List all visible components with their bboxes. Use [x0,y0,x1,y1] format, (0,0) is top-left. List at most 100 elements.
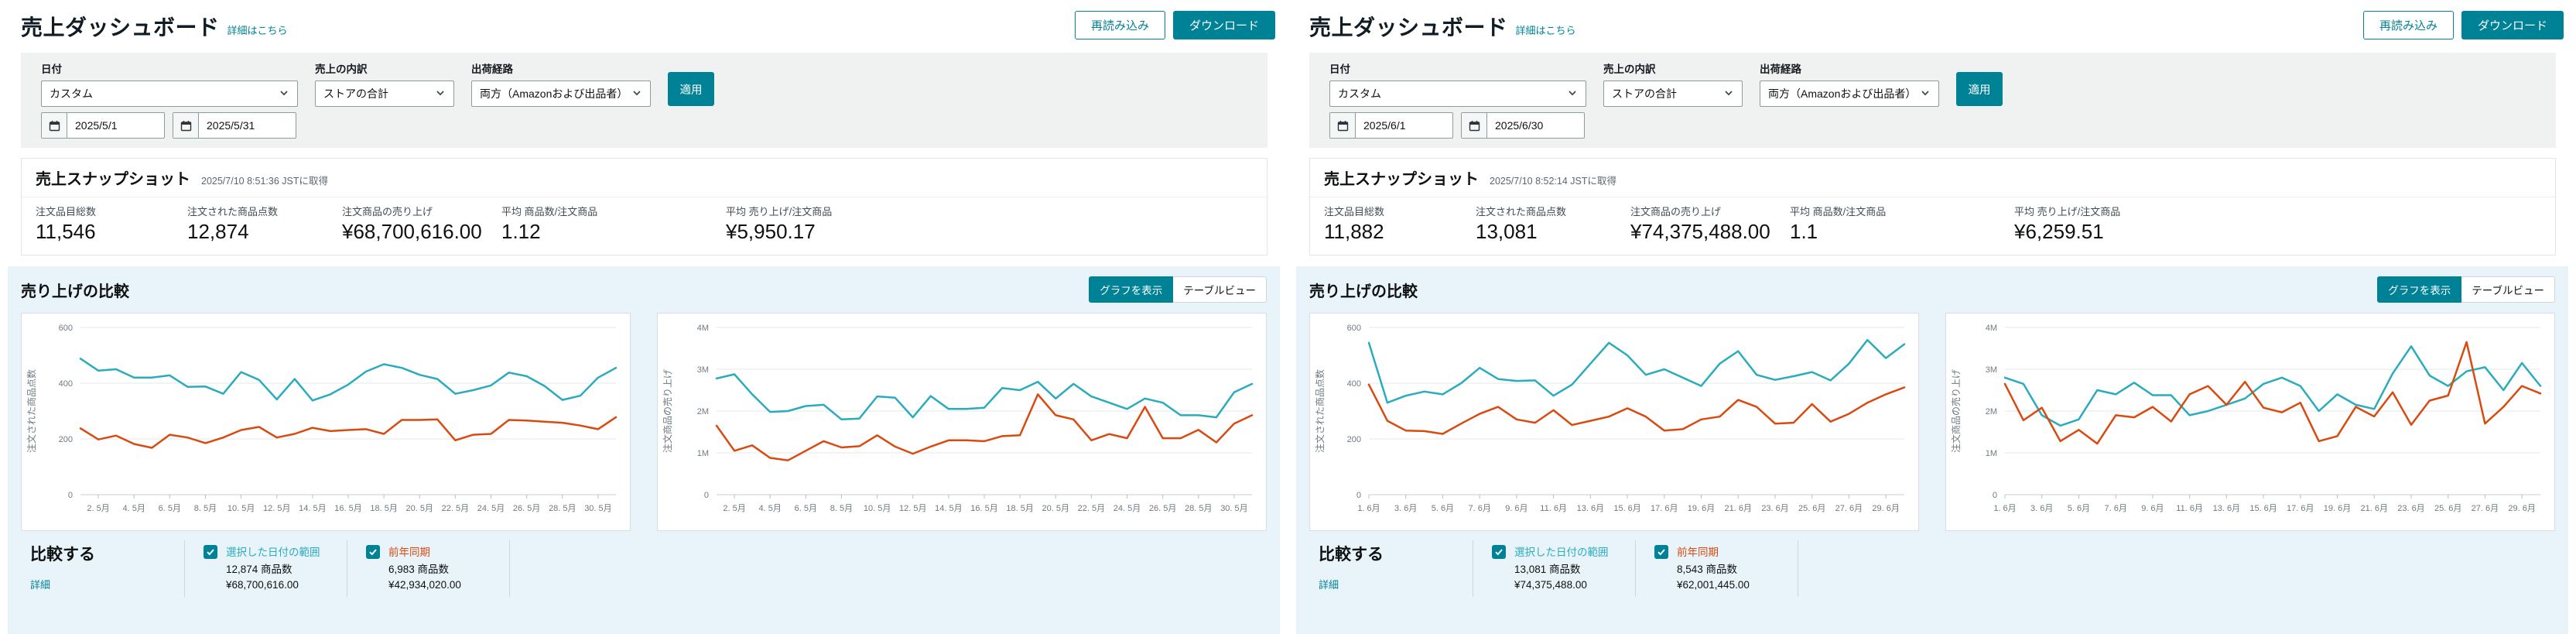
svg-text:12. 5月: 12. 5月 [263,504,290,513]
download-button[interactable]: ダウンロード [1172,11,1275,39]
dashboard-panel: 売上ダッシュボード 詳細はこちら 再読み込み ダウンロード 日付 カスタム 20… [0,0,1288,634]
svg-text:23. 6月: 23. 6月 [1761,504,1788,513]
channel-select[interactable]: 両方（Amazonおよび出品者） [471,81,651,107]
date-range-select[interactable]: カスタム [41,81,298,107]
date-range-value: カスタム [1338,87,1381,100]
compare-details-link[interactable]: 詳細 [1319,579,1339,591]
svg-text:4M: 4M [697,324,709,333]
svg-text:2M: 2M [697,407,709,416]
compare-details-link[interactable]: 詳細 [30,579,51,591]
svg-text:26. 5月: 26. 5月 [513,504,540,513]
end-date-value: 2025/6/30 [1495,119,1544,132]
legend-prior-year: 前年同期 8,543 商品数 ¥62,001,445.00 [1635,540,1798,597]
details-link[interactable]: 詳細はこちら [1515,25,1576,36]
svg-text:200: 200 [1347,435,1361,444]
start-date-input[interactable]: 2025/6/1 [1329,112,1453,139]
comparison-header: 売り上げの比較 グラフを表示 テーブルビュー [21,276,1267,303]
selected-range-checkbox[interactable] [204,545,217,559]
panel-header: 売上ダッシュボード 詳細はこちら 再読み込み ダウンロード [0,0,1288,42]
table-view-button[interactable]: テーブルビュー [1173,276,1267,303]
selected-range-checkbox[interactable] [1492,545,1506,559]
legend-units: 13,081 商品数 [1514,564,1581,575]
date-filter-group: 日付 カスタム 2025/5/1 2025/5/31 [41,60,298,139]
svg-text:600: 600 [1347,324,1361,333]
svg-text:19. 6月: 19. 6月 [1688,504,1715,513]
breakdown-select[interactable]: ストアの合計 [1603,81,1743,107]
svg-text:5. 6月: 5. 6月 [2068,504,2090,513]
apply-button[interactable]: 適用 [668,72,714,106]
chevron-down-icon [1920,87,1931,101]
apply-button[interactable]: 適用 [1956,72,2003,106]
units-ordered-chart: 0 200 400 600 2. 5月 4. 5月 6. 5月 8. 5月 10. 5月 12. … [21,313,631,531]
compare-title: 比較する [1319,546,1384,564]
svg-text:9. 6月: 9. 6月 [2141,504,2164,513]
channel-select[interactable]: 両方（Amazonおよび出品者） [1760,81,1939,107]
metric-avg-sales-per-order: 平均 売り上げ/注文商品 ¥5,950.17 [726,206,833,243]
svg-text:5. 6月: 5. 6月 [1432,504,1454,513]
download-button[interactable]: ダウンロード [2461,11,2564,39]
legend-sales: ¥62,001,445.00 [1677,579,1750,591]
line-chart-svg: 0 200 400 600 2. 5月 4. 5月 6. 5月 8. 5月 10. 5月 12. … [26,324,617,513]
svg-text:2. 5月: 2. 5月 [723,504,745,513]
svg-text:2. 5月: 2. 5月 [87,504,109,513]
svg-text:15. 6月: 15. 6月 [1613,504,1640,513]
reload-button[interactable]: 再読み込み [2362,11,2454,39]
svg-text:8. 5月: 8. 5月 [830,504,853,513]
metric-avg-sales-per-order: 平均 売り上げ/注文商品 ¥6,259.51 [2014,206,2121,243]
comparison-title: 売り上げの比較 [21,283,129,300]
legend-prior-year: 前年同期 6,983 商品数 ¥42,934,020.00 [347,540,509,597]
calendar-icon [42,113,67,138]
show-graph-button[interactable]: グラフを表示 [2377,276,2462,303]
chevron-down-icon [279,87,289,101]
svg-text:22. 5月: 22. 5月 [1078,504,1105,513]
svg-text:3M: 3M [697,365,709,375]
channel-filter-group: 出荷経路 両方（Amazonおよび出品者） [471,60,651,107]
legend-units: 12,874 商品数 [226,564,292,575]
svg-text:14. 5月: 14. 5月 [299,504,326,513]
sales-amount-chart: 0 1M 2M 3M 4M 1. 6月 3. 6月 5. 6月 7. 6月 9. 6月 11. 6月… [1945,313,2555,531]
sales-comparison-section: 売り上げの比較 グラフを表示 テーブルビュー 0 200 400 600 2. 5月 4.… [8,266,1280,634]
sales-amount-chart: 0 1M 2M 3M 4M 2. 5月 4. 5月 6. 5月 8. 5月 10. 5月 12. 5… [657,313,1267,531]
table-view-button[interactable]: テーブルビュー [2461,276,2555,303]
svg-text:200: 200 [59,435,73,444]
svg-text:18. 5月: 18. 5月 [370,504,397,513]
view-toggle: グラフを表示 テーブルビュー [2377,276,2555,303]
snapshot-metrics: 注文品目総数 11,882 注文された商品点数 13,081 注文商品の売り上げ… [1310,197,2555,255]
comparison-footer: 比較する 詳細 選択した日付の範囲 12,874 商品数 ¥68,700,616… [21,540,1267,597]
breakdown-filter-label: 売上の内訳 [1603,63,1656,75]
start-date-input[interactable]: 2025/5/1 [41,112,165,139]
channel-filter-label: 出荷経路 [1760,63,1801,75]
metric-avg-units-per-order: 平均 商品数/注文商品 1.1 [1790,206,1887,243]
view-toggle: グラフを表示 テーブルビュー [1089,276,1267,303]
sales-comparison-section: 売り上げの比較 グラフを表示 テーブルビュー 0 200 400 600 1. 6月 3.… [1296,266,2568,634]
show-graph-button[interactable]: グラフを表示 [1089,276,1174,303]
panel-header: 売上ダッシュボード 詳細はこちら 再読み込み ダウンロード [1288,0,2576,42]
svg-text:3M: 3M [1986,365,1997,375]
end-date-input[interactable]: 2025/6/30 [1461,112,1585,139]
end-date-input[interactable]: 2025/5/31 [173,112,296,139]
details-link[interactable]: 詳細はこちら [227,25,288,36]
svg-text:7. 6月: 7. 6月 [1468,504,1490,513]
breakdown-select[interactable]: ストアの合計 [315,81,454,107]
comparison-title: 売り上げの比較 [1309,283,1418,300]
prior-year-checkbox[interactable] [366,545,380,559]
date-range-select[interactable]: カスタム [1329,81,1586,107]
metric-units-ordered: 注文された商品点数 13,081 [1476,206,1567,243]
metric-ordered-product-sales: 注文商品の売り上げ ¥74,375,488.00 [1630,206,1770,243]
svg-text:16. 5月: 16. 5月 [334,504,361,513]
svg-text:18. 5月: 18. 5月 [1006,504,1033,513]
svg-text:6. 5月: 6. 5月 [795,504,817,513]
date-filter-group: 日付 カスタム 2025/6/1 2025/6/30 [1329,60,1586,139]
legend-units: 6,983 商品数 [388,564,450,575]
svg-text:8. 5月: 8. 5月 [194,504,217,513]
legend-label: 選択した日付の範囲 [226,547,320,558]
svg-text:19. 6月: 19. 6月 [2324,504,2351,513]
reload-button[interactable]: 再読み込み [1074,11,1165,39]
prior-year-checkbox[interactable] [1654,545,1668,559]
svg-text:20. 5月: 20. 5月 [1042,504,1069,513]
charts-row: 0 200 400 600 1. 6月 3. 6月 5. 6月 7. 6月 9. 6月 11. 6… [1309,313,2555,531]
calendar-icon [173,113,199,138]
svg-text:25. 6月: 25. 6月 [1798,504,1825,513]
chevron-down-icon [1723,87,1734,101]
legend-units: 8,543 商品数 [1677,564,1738,575]
